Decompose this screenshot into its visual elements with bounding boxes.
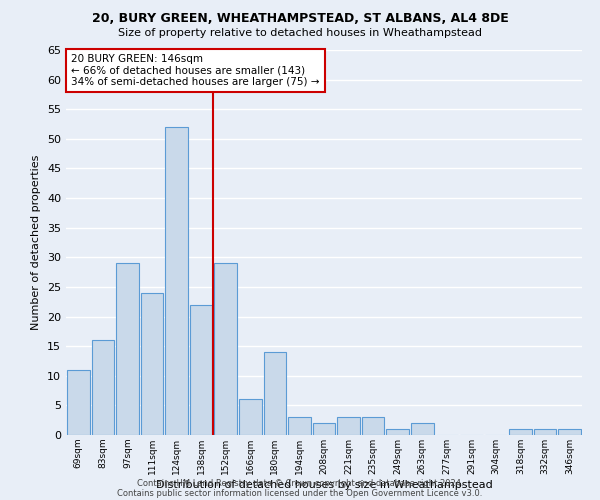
Bar — [190, 304, 212, 435]
Bar — [263, 352, 286, 435]
Bar — [313, 423, 335, 435]
Bar — [362, 417, 385, 435]
Y-axis label: Number of detached properties: Number of detached properties — [31, 155, 41, 330]
Bar — [288, 417, 311, 435]
Bar — [411, 423, 434, 435]
Bar — [214, 263, 237, 435]
Bar — [116, 263, 139, 435]
Text: Contains public sector information licensed under the Open Government Licence v3: Contains public sector information licen… — [118, 488, 482, 498]
Text: 20 BURY GREEN: 146sqm
← 66% of detached houses are smaller (143)
34% of semi-det: 20 BURY GREEN: 146sqm ← 66% of detached … — [71, 54, 320, 87]
Bar — [509, 429, 532, 435]
Bar — [92, 340, 114, 435]
Text: 20, BURY GREEN, WHEATHAMPSTEAD, ST ALBANS, AL4 8DE: 20, BURY GREEN, WHEATHAMPSTEAD, ST ALBAN… — [92, 12, 508, 26]
Bar — [165, 127, 188, 435]
Bar — [386, 429, 409, 435]
Bar — [337, 417, 360, 435]
Text: Size of property relative to detached houses in Wheathampstead: Size of property relative to detached ho… — [118, 28, 482, 38]
Bar — [67, 370, 89, 435]
Bar — [140, 293, 163, 435]
Bar — [559, 429, 581, 435]
Text: Contains HM Land Registry data © Crown copyright and database right 2024.: Contains HM Land Registry data © Crown c… — [137, 478, 463, 488]
Bar — [239, 400, 262, 435]
X-axis label: Distribution of detached houses by size in Wheathampstead: Distribution of detached houses by size … — [155, 480, 493, 490]
Bar — [534, 429, 556, 435]
